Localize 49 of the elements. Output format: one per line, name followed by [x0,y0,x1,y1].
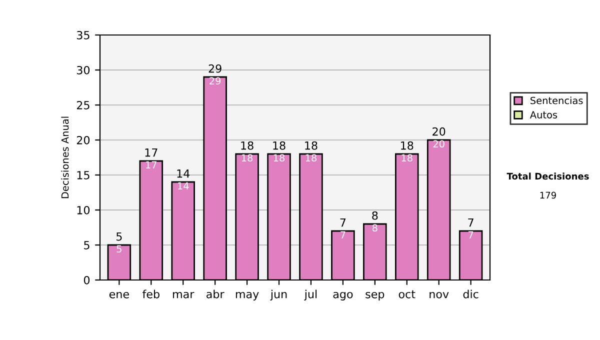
text: 179 [540,192,556,199]
data-label: 18 [402,154,412,162]
x-tick-label: sep [366,292,384,300]
total-label: 17 [145,148,158,157]
y-axis-title: Decisiones Anual [61,116,69,198]
total-label: 18 [401,141,414,150]
x-tick-label: ene [109,292,129,298]
data-label: 18 [242,154,253,162]
data-label: 18 [274,154,285,162]
x-tick-label: abr [206,290,224,298]
total-label: 7 [340,218,346,227]
data-label: 29 [210,77,221,85]
data-label: 20 [433,140,444,148]
y-tick-label: 15 [77,171,90,180]
x-tick-label: jul [304,290,317,300]
total-label: 18 [273,141,286,150]
total-label: 18 [305,141,318,150]
y-tick-label: 0 [84,276,90,284]
data-label: 8 [372,224,378,232]
text: Total Decisiones [506,172,589,180]
total-label: 5 [116,232,122,241]
data-label: 18 [306,154,317,162]
x-tick-label: mar [173,292,194,298]
y-tick-label: 35 [76,30,90,40]
x-tick-label: oct [398,290,416,298]
total-label: 14 [177,169,190,178]
data-label: 7 [340,231,346,238]
total-label: 20 [432,127,446,136]
data-label: 5 [116,245,122,253]
legend-label: Autos [530,111,558,118]
x-tick-label: dic [463,290,478,298]
y-tick-label: 5 [84,241,90,250]
x-tick-label: may [236,292,259,300]
total-label: 8 [372,211,378,220]
data-label: 7 [468,231,474,238]
y-tick-label: 30 [76,66,90,74]
x-tick-label: jun [270,290,287,300]
x-tick-label: nov [430,292,449,298]
y-tick-label: 10 [77,206,90,214]
x-tick-label: feb [142,290,160,298]
legend-label: Sentencias [530,96,583,104]
x-tick-label: ago [333,292,353,300]
total-label: 18 [241,141,254,150]
data-label: 14 [178,182,189,190]
y-tick-label: 25 [76,100,90,110]
total-label: 7 [468,218,474,227]
y-tick-label: 20 [76,136,90,144]
data-label: 17 [146,161,156,168]
total-label: 29 [208,64,222,73]
